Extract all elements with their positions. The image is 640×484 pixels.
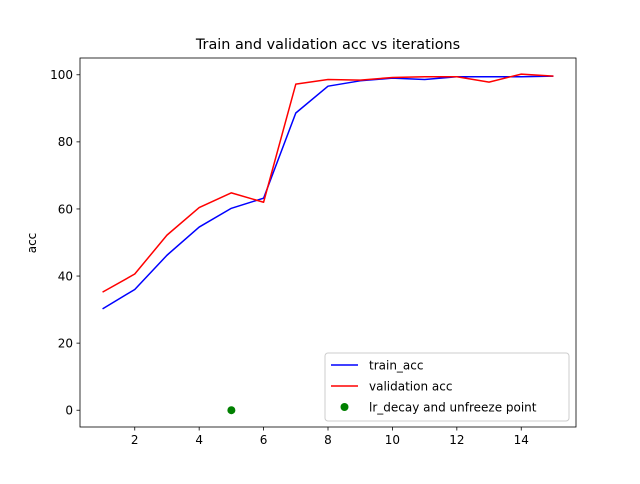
x-tick-label: 4 (195, 433, 203, 447)
y-tick-label: 60 (58, 202, 73, 216)
legend-box (324, 352, 570, 422)
legend-marker-swatch (340, 403, 349, 411)
scatter-point (227, 406, 236, 415)
x-tick-label: 2 (131, 433, 139, 447)
legend-label: lr_decay and unfreeze point (369, 400, 537, 414)
y-tick-label: 80 (58, 135, 73, 149)
y-tick-label: 20 (58, 336, 73, 350)
x-tick-label: 6 (260, 433, 268, 447)
x-axis-ticks: 2 4 6 8 10 12 14 (131, 427, 529, 447)
y-axis-label: acc (25, 233, 39, 254)
x-tick-label: 8 (324, 433, 332, 447)
series-line-validation-acc (102, 73, 554, 293)
y-tick-label: 100 (50, 68, 73, 82)
legend: train_acc validation acc lr_decay and unfr… (324, 352, 570, 422)
legend-label: train_acc (369, 358, 423, 372)
x-tick-label: 12 (449, 433, 464, 447)
y-tick-label: 0 (65, 404, 73, 418)
plot-frame (79, 57, 577, 428)
chart-title: Train and validation acc vs iterations (195, 37, 460, 53)
x-tick-label: 10 (385, 433, 400, 447)
x-tick-label: 14 (514, 433, 529, 447)
y-tick-label: 40 (58, 269, 73, 283)
y-axis-ticks: 0 20 40 60 80 100 (50, 68, 80, 418)
series-line-train-acc (102, 75, 554, 310)
legend-entries: train_acc validation acc lr_decay and unfr… (331, 358, 537, 414)
legend-label: validation acc (369, 379, 452, 393)
plot-series (102, 73, 554, 415)
